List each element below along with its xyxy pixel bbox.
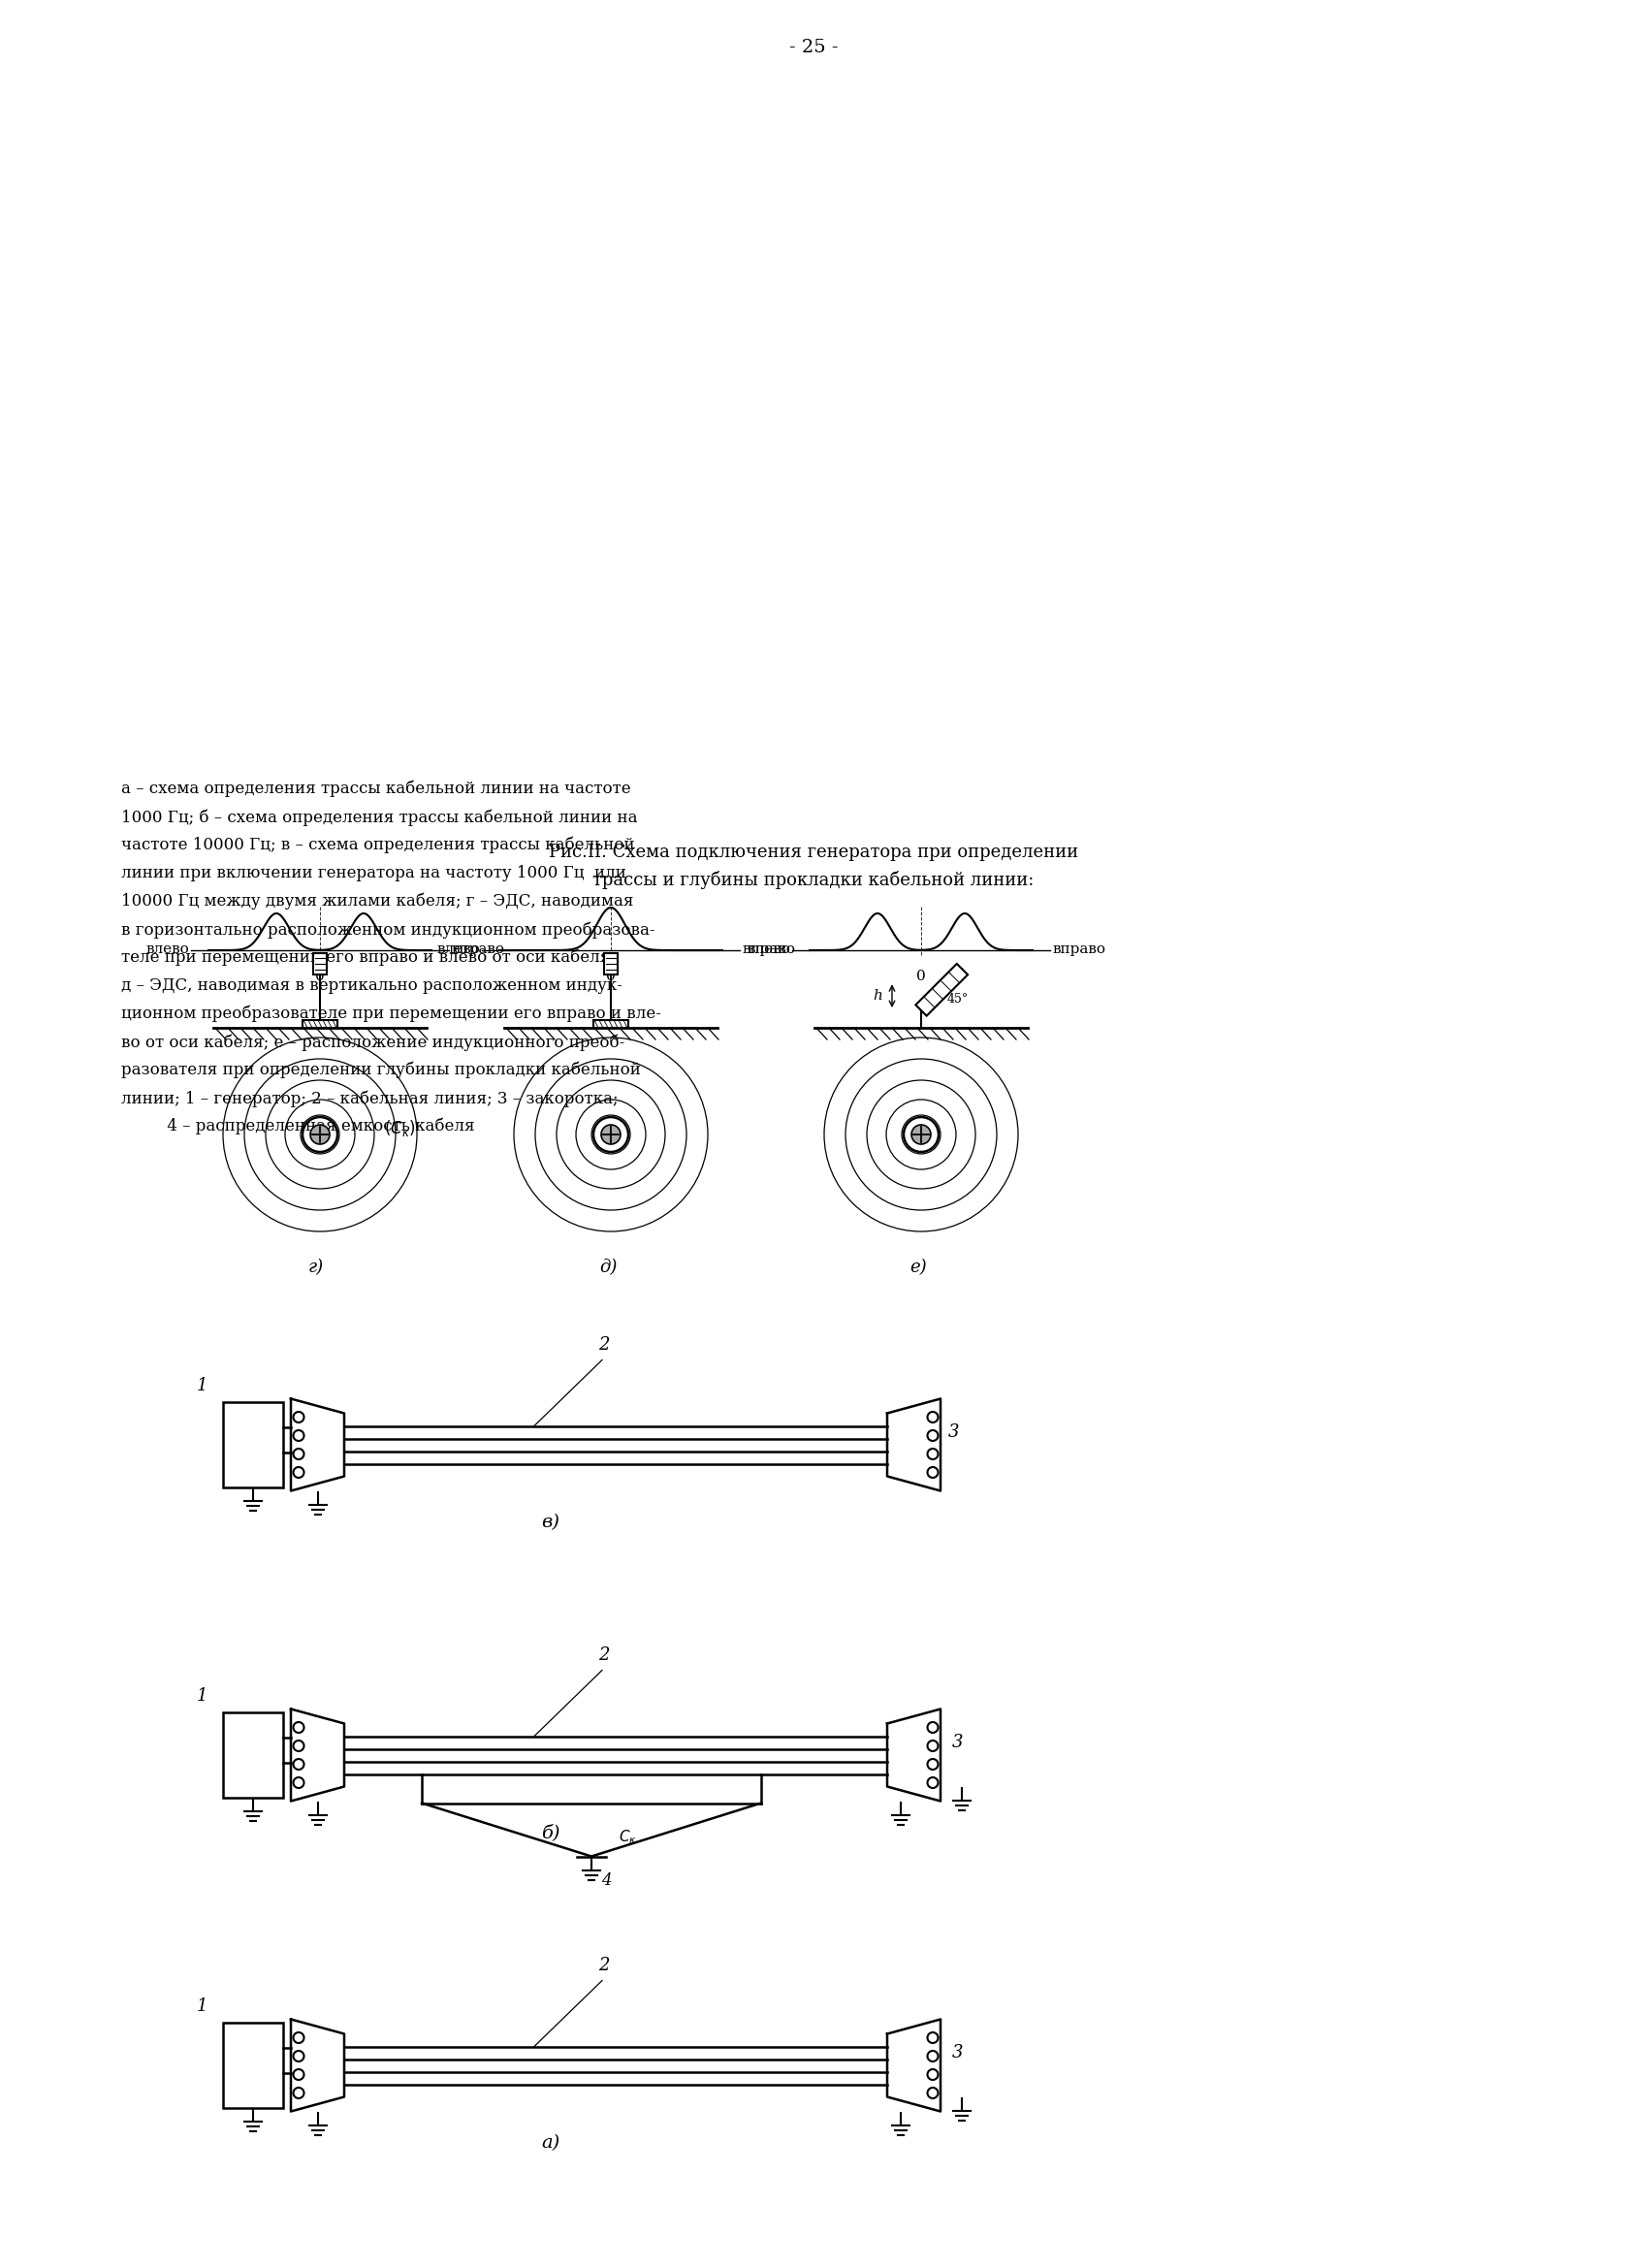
Text: 2: 2	[599, 1957, 610, 1975]
Text: е): е)	[909, 1259, 927, 1277]
Text: б): б)	[542, 1823, 560, 1842]
Bar	[604, 953, 618, 975]
Text: 4: 4	[600, 1873, 612, 1889]
Text: влево: влево	[747, 943, 791, 957]
Text: 0: 0	[316, 971, 325, 984]
Text: во от оси кабеля; е – расположение индукционного преоб-: во от оси кабеля; е – расположение индук…	[120, 1034, 625, 1050]
Text: в горизонтально расположенном индукционном преобразова-: в горизонтально расположенном индукционн…	[120, 921, 656, 939]
Text: теле при перемещении его вправо и влево от оси кабеля;: теле при перемещении его вправо и влево …	[120, 950, 615, 966]
Text: вправо: вправо	[451, 943, 504, 957]
Text: линии; 1 – генератор; 2 – кабельная линия; 3 – закоротка;: линии; 1 – генератор; 2 – кабельная лини…	[120, 1091, 618, 1107]
Text: вправо: вправо	[1053, 943, 1105, 957]
Text: вправо: вправо	[742, 943, 796, 957]
Text: частоте 10000 Гц; в – схема определения трассы кабельной: частоте 10000 Гц; в – схема определения …	[120, 837, 635, 853]
Text: д – ЭДС, наводимая в вертикально расположенном индук-: д – ЭДС, наводимая в вертикально располо…	[120, 978, 623, 993]
Text: 1: 1	[197, 1377, 207, 1395]
Circle shape	[303, 1118, 337, 1152]
Text: 1000 Гц; б – схема определения трассы кабельной линии на: 1000 Гц; б – схема определения трассы ка…	[120, 810, 638, 826]
Text: д): д)	[599, 1259, 617, 1277]
Text: $C_{\kappa}$: $C_{\kappa}$	[618, 1828, 636, 1846]
Text: г): г)	[309, 1259, 324, 1277]
Bar	[223, 1712, 283, 1799]
Circle shape	[911, 1125, 931, 1143]
Text: влево: влево	[436, 943, 480, 957]
Text: 4 – распределенная емкость кабеля: 4 – распределенная емкость кабеля	[120, 1118, 480, 1134]
Text: 45°: 45°	[947, 993, 968, 1005]
Circle shape	[903, 1118, 939, 1152]
Text: 3: 3	[949, 1424, 960, 1440]
Text: 1: 1	[197, 1687, 207, 1706]
Bar	[594, 1021, 628, 1027]
Polygon shape	[916, 964, 968, 1016]
Text: - 25 -: - 25 -	[789, 39, 838, 57]
Text: 10000 Гц между двумя жилами кабеля; г – ЭДС, наводимая: 10000 Гц между двумя жилами кабеля; г – …	[120, 894, 633, 909]
Text: а): а)	[542, 2134, 560, 2152]
Circle shape	[311, 1125, 330, 1143]
Circle shape	[594, 1118, 628, 1152]
Text: 1: 1	[197, 1998, 207, 2014]
Text: 2: 2	[599, 1647, 610, 1665]
Text: влево: влево	[146, 943, 189, 957]
Text: линии при включении генератора на частоту 1000 Гц  или: линии при включении генератора на частот…	[120, 864, 626, 882]
Text: ($C_{\kappa}$): ($C_{\kappa}$)	[384, 1118, 415, 1139]
Bar	[312, 953, 327, 975]
Text: 3: 3	[952, 1733, 963, 1751]
Circle shape	[600, 1125, 620, 1143]
Text: 3: 3	[952, 2043, 963, 2062]
Text: Рис.II. Схема подключения генератора при определении: Рис.II. Схема подключения генератора при…	[548, 844, 1079, 862]
Text: а – схема определения трассы кабельной линии на частоте: а – схема определения трассы кабельной л…	[120, 780, 631, 798]
Text: в): в)	[542, 1515, 560, 1531]
Text: ционном преобразователе при перемещении его вправо и вле-: ционном преобразователе при перемещении …	[120, 1005, 661, 1023]
Text: трассы и глубины прокладки кабельной линии:: трассы и глубины прокладки кабельной лин…	[592, 871, 1035, 889]
Bar	[223, 2023, 283, 2107]
Text: h: h	[872, 989, 882, 1002]
Bar	[303, 1021, 337, 1027]
Text: разователя при определении глубины прокладки кабельной: разователя при определении глубины прокл…	[120, 1061, 641, 1080]
Text: 0: 0	[916, 971, 926, 984]
Text: 0: 0	[607, 971, 615, 984]
Bar	[223, 1402, 283, 1488]
Text: 2: 2	[599, 1336, 610, 1354]
